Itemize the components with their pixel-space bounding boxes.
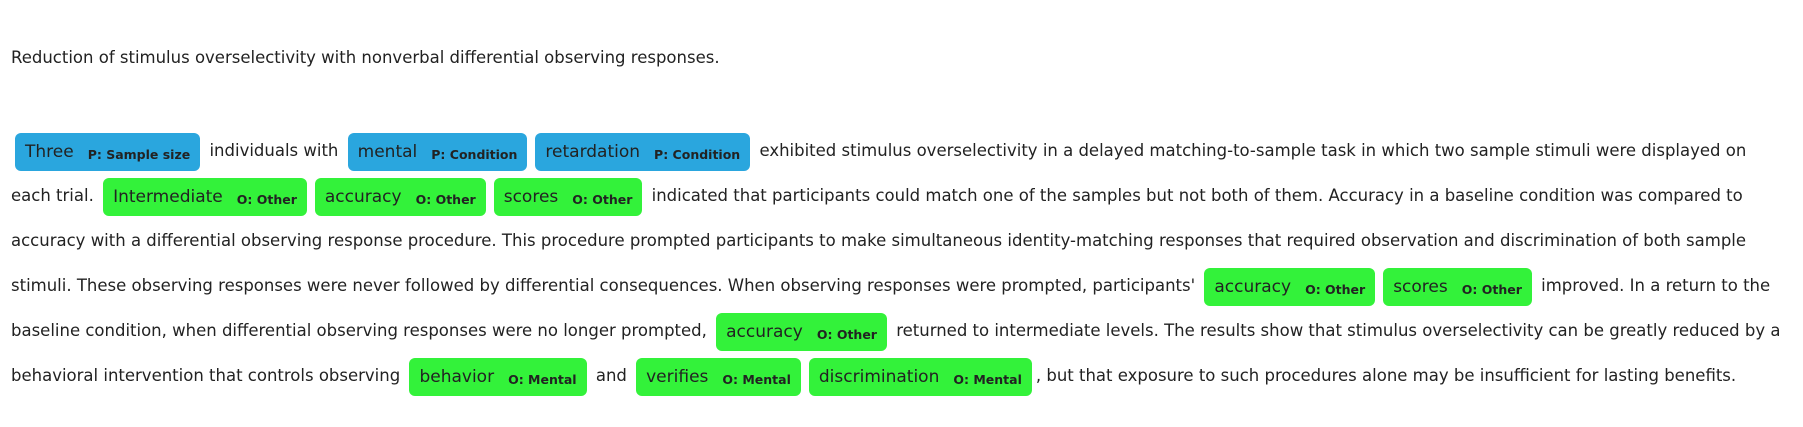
abstract-segment: indicated that participants could match … [11,186,1747,295]
entity-label: O: Other [1461,281,1522,297]
entity-label: O: Other [1305,281,1366,297]
entity-tag: retardation P: Condition [535,132,751,171]
entity-text: mental [357,141,418,162]
entity-tag: scores O: Other [493,177,643,216]
entity-text: accuracy [324,186,402,207]
entity-label: O: Mental [953,371,1022,387]
entity-tag: accuracy O: Other [314,177,486,216]
entity-tag: verifies O: Mental [636,357,801,396]
entity-text: scores [503,186,559,207]
abstract-segment: improved. In a return to the baseline co… [11,276,1771,340]
abstract-text: Three P: Sample size individuals with men… [11,128,1786,398]
entity-text: accuracy [726,321,803,342]
abstract-segment: returned to intermediate levels. The res… [11,321,1781,385]
entity-text: accuracy [1214,276,1292,297]
entity-tag: scores O: Other [1383,267,1532,306]
entity-text: scores [1393,276,1448,297]
entity-tag: accuracy O: Other [1204,267,1376,306]
entity-label: P: Condition [431,146,518,162]
entity-tag: behavior O: Mental [409,357,587,396]
entity-tag: Three P: Sample size [15,132,201,171]
entity-tag: discrimination O: Mental [808,357,1032,396]
entity-tag: mental P: Condition [347,132,528,171]
entity-tag: accuracy O: Other [716,312,887,351]
entity-text: Intermediate [113,186,223,207]
entity-label: O: Mental [722,371,791,387]
entity-text: behavior [419,366,495,387]
abstract-segment: exhibited stimulus overselectivity in a … [11,141,1747,205]
abstract-segment: , but that exposure to such procedures a… [1035,366,1737,385]
entity-label: O: Other [572,191,633,207]
entity-label: P: Sample size [87,146,191,162]
entity-label: O: Other [236,191,297,207]
abstract-segment: and [595,366,627,385]
entity-label: O: Other [816,326,877,342]
entity-label: O: Mental [508,371,577,387]
entity-label: P: Condition [654,146,741,162]
entity-tag: Intermediate O: Other [103,177,307,216]
entity-label: O: Other [415,191,476,207]
article-title: Reduction of stimulus overselectivity wi… [11,48,720,67]
entity-text: discrimination [818,366,940,387]
entity-text: Three [25,141,74,162]
abstract-segment: individuals with [209,141,339,160]
entity-text: verifies [646,366,709,387]
entity-text: retardation [545,141,641,162]
